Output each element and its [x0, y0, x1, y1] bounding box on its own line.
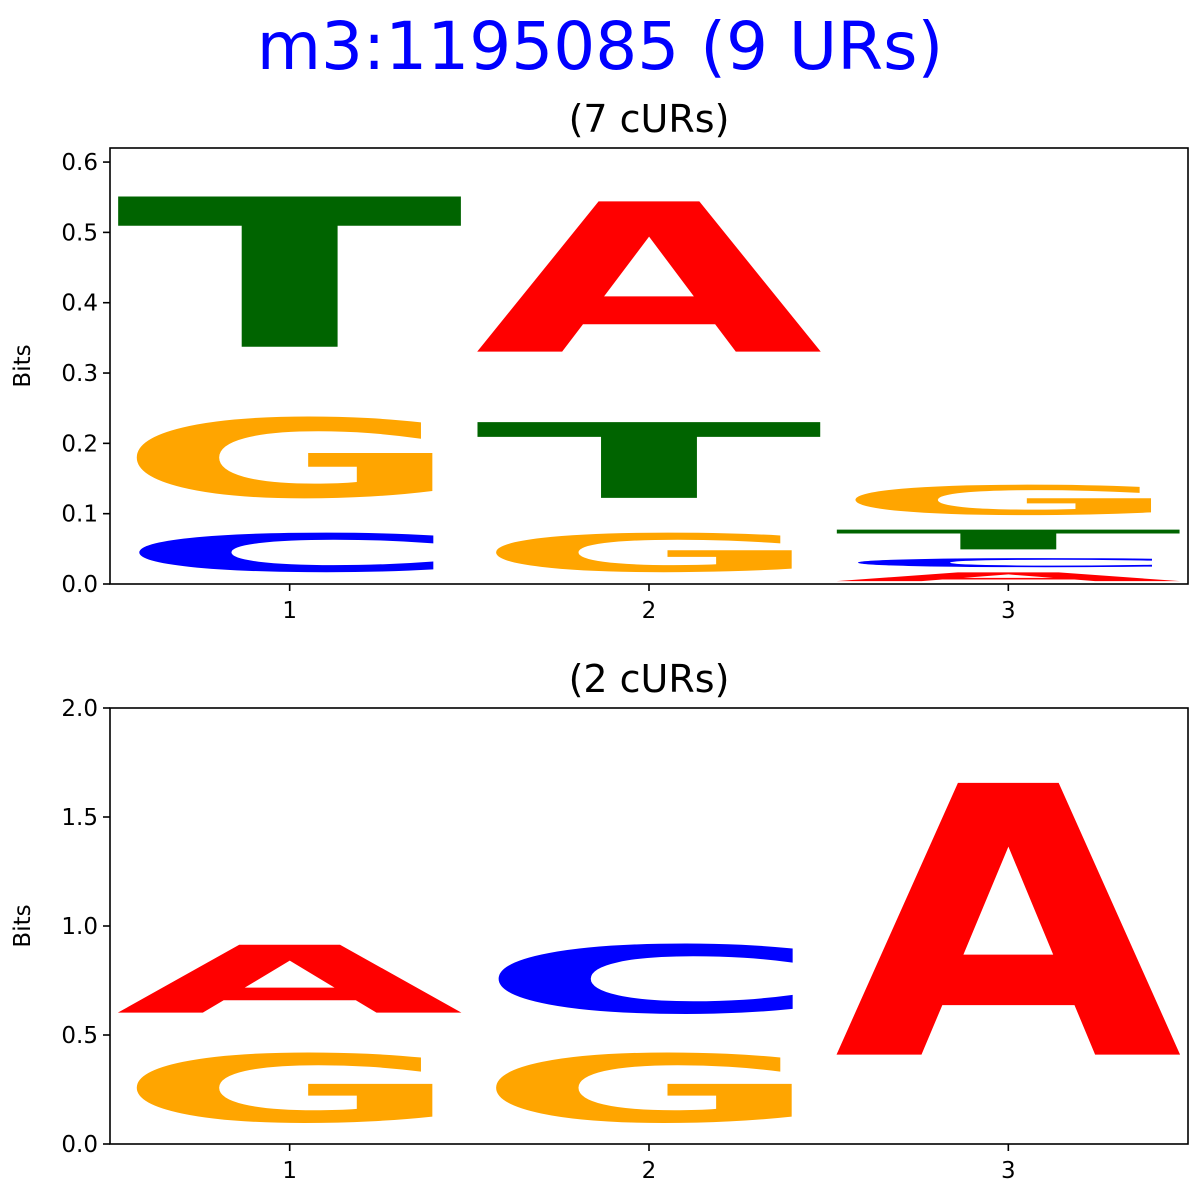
y-tick-label: 1.5 — [61, 805, 98, 831]
logo-letter-c: C — [834, 556, 1182, 570]
logo-letter-c: C — [475, 926, 823, 1035]
y-tick-label: 1.0 — [61, 914, 98, 940]
logo-letter-a: A — [834, 710, 1185, 1143]
x-tick-label: 2 — [642, 598, 657, 624]
logo-letter-c: C — [116, 523, 464, 584]
y-axis-label: Bits — [10, 904, 36, 947]
logo-letter-g: G — [475, 523, 823, 584]
y-tick-label: 0.5 — [61, 1023, 98, 1049]
logo-letter-g: G — [475, 1035, 823, 1143]
logo-letter-t: T — [834, 524, 1185, 555]
logo-letter-a: A — [834, 570, 1185, 584]
y-tick-label: 0.2 — [61, 431, 98, 457]
logo-letter-t: T — [116, 155, 467, 395]
y-tick-label: 0.4 — [61, 291, 98, 317]
x-tick-label: 1 — [282, 1158, 297, 1184]
x-tick-label: 1 — [282, 598, 297, 624]
logo-letter-g: G — [116, 1035, 464, 1143]
logo-letter-a: A — [475, 161, 826, 401]
x-tick-label: 2 — [642, 1158, 657, 1184]
panel-title: (7 cURs) — [569, 97, 730, 141]
y-tick-label: 2.0 — [61, 696, 98, 722]
logo-letter-t: T — [475, 401, 826, 522]
logo-letter-g: G — [116, 396, 464, 522]
y-tick-label: 0.5 — [61, 220, 98, 246]
y-tick-label: 0.3 — [61, 361, 98, 387]
figure-title: m3:1195085 (9 URs) — [256, 8, 944, 85]
y-tick-label: 0.6 — [61, 150, 98, 176]
y-tick-label: 0.0 — [61, 572, 98, 598]
x-tick-label: 3 — [1001, 598, 1016, 624]
y-axis-label: Bits — [10, 344, 36, 387]
y-tick-label: 0.0 — [61, 1132, 98, 1158]
x-tick-label: 3 — [1001, 1158, 1016, 1184]
logo-letter-g: G — [834, 477, 1182, 524]
y-tick-label: 0.1 — [61, 502, 98, 528]
logo-letter-a: A — [116, 926, 467, 1034]
panel-title: (2 cURs) — [569, 657, 730, 701]
